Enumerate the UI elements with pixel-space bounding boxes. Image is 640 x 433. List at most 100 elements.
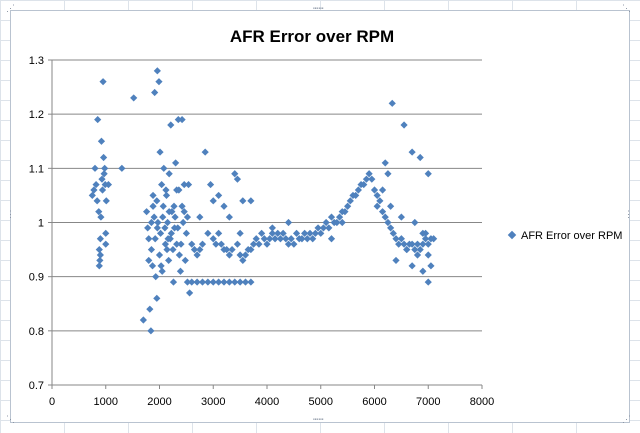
data-point: [241, 278, 250, 286]
data-point: [424, 278, 432, 286]
y-tick-label: 0.8: [29, 326, 44, 338]
data-point: [416, 245, 424, 254]
data-point: [95, 262, 103, 270]
data-point: [333, 218, 341, 227]
resize-handle-top-right[interactable]: ⋱: [622, 4, 631, 14]
y-tick-label: 1.3: [29, 55, 44, 67]
chart-title: AFR Error over RPM: [230, 27, 394, 46]
data-point: [360, 180, 368, 189]
data-point: [165, 170, 173, 178]
data-point: [335, 213, 344, 221]
data-point: [231, 170, 239, 178]
data-point: [411, 245, 419, 254]
x-tick-label: 0: [49, 396, 55, 408]
data-point: [403, 245, 411, 254]
data-point: [408, 262, 416, 270]
data-point: [102, 229, 110, 237]
resize-handle-bottom-right[interactable]: ⋰: [622, 415, 631, 425]
data-point: [169, 245, 177, 254]
data-point: [91, 164, 99, 172]
data-point: [341, 208, 349, 216]
data-point: [163, 245, 171, 254]
data-point: [175, 186, 183, 194]
data-point: [179, 218, 187, 227]
data-point: [147, 218, 156, 227]
data-point: [139, 316, 147, 324]
data-point: [172, 159, 180, 167]
data-point: [397, 213, 405, 221]
data-point: [236, 251, 244, 259]
data-point: [94, 115, 102, 124]
resize-handle-left[interactable]: ⋮: [6, 210, 15, 220]
resize-handle-bottom-left[interactable]: ⋱: [6, 415, 15, 425]
data-point: [181, 256, 189, 265]
x-tick-label: 2000: [147, 396, 171, 408]
data-point: [159, 202, 167, 210]
data-point: [104, 180, 113, 189]
data-point: [400, 121, 408, 129]
data-point: [311, 229, 319, 237]
data-point: [184, 180, 193, 189]
data-point: [338, 218, 346, 227]
data-point: [130, 94, 138, 102]
data-point: [201, 148, 209, 156]
data-point: [231, 278, 239, 286]
data-point: [381, 159, 389, 167]
chart-frame[interactable]: ⋯⋯ ⋯⋯ ⋮ ⋮ ⋰ ⋱ ⋱ ⋰: [6, 5, 633, 425]
data-point: [247, 245, 255, 254]
resize-handle-top[interactable]: ⋯⋯: [313, 4, 324, 14]
data-point: [92, 180, 100, 189]
y-tick-label: 1.2: [29, 109, 44, 121]
data-point: [233, 240, 242, 248]
legend[interactable]: AFR Error over RPM: [507, 230, 623, 242]
data-point: [155, 251, 164, 259]
resize-handle-bottom[interactable]: ⋯⋯: [313, 415, 324, 425]
data-point: [95, 245, 103, 254]
data-point: [170, 224, 179, 232]
data-point: [180, 180, 188, 189]
data-point: [102, 197, 110, 205]
data-point: [196, 213, 204, 221]
resize-handle-right[interactable]: ⋮: [624, 210, 633, 220]
data-point: [392, 256, 400, 265]
data-point: [209, 197, 217, 205]
data-point: [284, 240, 293, 248]
data-point: [276, 235, 285, 243]
data-point: [282, 235, 290, 243]
data-point: [236, 278, 244, 286]
x-tick-label: 8000: [470, 396, 494, 408]
data-point: [217, 240, 225, 248]
legend-marker: [507, 230, 517, 240]
data-point: [188, 278, 196, 286]
data-point: [162, 191, 171, 200]
data-point: [188, 240, 196, 248]
data-point: [252, 235, 260, 243]
data-point: [225, 213, 233, 221]
data-point: [427, 262, 435, 270]
x-tick-label: 1000: [94, 396, 118, 408]
data-point: [378, 208, 387, 216]
data-point: [373, 202, 381, 210]
data-point: [147, 245, 156, 254]
data-point: [151, 88, 159, 97]
y-tick-label: 0.9: [29, 272, 44, 284]
data-point: [146, 305, 154, 313]
x-tick-label: 7000: [416, 396, 440, 408]
data-point: [176, 267, 185, 275]
data-point: [173, 240, 181, 248]
data-point: [215, 278, 223, 286]
data-point: [148, 262, 157, 270]
data-point: [301, 229, 309, 237]
data-point: [193, 278, 201, 286]
data-point: [178, 202, 186, 210]
data-point: [303, 235, 311, 243]
data-point: [183, 213, 192, 221]
data-point: [220, 278, 228, 286]
data-point: [145, 256, 153, 265]
data-point: [362, 175, 371, 183]
resize-handle-top-left[interactable]: ⋰: [6, 4, 15, 14]
data-point: [102, 240, 110, 248]
data-point: [424, 170, 432, 178]
data-point: [88, 191, 96, 200]
